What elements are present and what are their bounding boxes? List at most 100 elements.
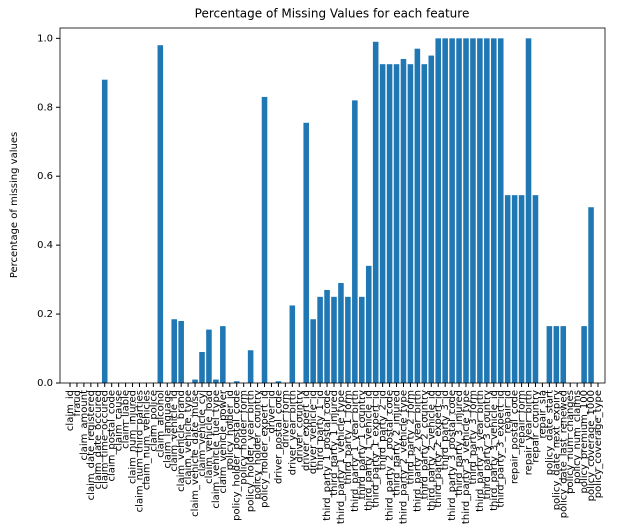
x-tick-label: third_party_3_vehicle_type [461, 390, 472, 524]
bar [192, 379, 198, 383]
x-tick-label: third_party_3_form [468, 390, 479, 484]
x-tick-label: third_party_1_form [343, 390, 354, 484]
bar [317, 296, 323, 383]
x-tick-label: third_party_2_vehicle_id [426, 390, 437, 511]
bar [511, 195, 518, 383]
x-tick-label: claim_num_third_parties [134, 390, 145, 512]
bar [289, 305, 296, 383]
x-tick-label: driver_year_birth [287, 390, 298, 475]
bar [213, 379, 219, 383]
bar [247, 350, 254, 383]
x-tick-label: claim_date_occured [93, 390, 104, 489]
x-tick-label: third_party_3_id [440, 390, 451, 470]
x-tick-label: third_party_1_postal_code [322, 390, 333, 521]
x-tick-label: claim_cause [114, 390, 125, 451]
x-tick-label: repair_sla [537, 390, 548, 439]
x-tick-label: fraud [72, 390, 83, 416]
bar [206, 329, 212, 383]
bar [477, 38, 483, 383]
x-tick-label: third_party_1_country [357, 390, 368, 499]
bar [275, 381, 282, 383]
x-tick-label: claim_vehicle_fuel_type [211, 390, 222, 509]
x-tick-label: third_party_2_postal_code [385, 390, 396, 521]
x-tick-label: claim_vehicle_id [169, 390, 180, 472]
bar [386, 64, 393, 383]
bar [435, 38, 441, 383]
x-tick-label: third_party_3_country [482, 390, 493, 499]
x-tick-label: third_party_1_year_birth [350, 390, 361, 512]
bar [442, 38, 448, 383]
x-tick-label: third_party_1_expert_id [371, 390, 382, 508]
bar [463, 38, 469, 383]
x-tick-label: claim_num_vehicles [141, 390, 152, 490]
bar [101, 79, 108, 383]
bar [449, 38, 455, 383]
y-tick-label: 0.6 [37, 171, 53, 182]
x-tick-label: third_party_1_vehicle_type [336, 390, 347, 524]
x-tick-label: claim_time_occured [100, 390, 111, 489]
x-tick-label: third_party_3_injured [454, 390, 465, 496]
x-tick-label: policy_holder_country [253, 390, 264, 500]
bar [484, 38, 490, 383]
bar [588, 207, 594, 383]
bar [518, 195, 525, 383]
bar [428, 55, 435, 383]
chart-title: Percentage of Missing Values for each fe… [195, 7, 470, 21]
bar [400, 59, 407, 384]
x-tick-label: claim_vehicle_load [204, 390, 215, 484]
x-tick-label: third_party_2_injured [392, 390, 403, 496]
bar [581, 326, 587, 383]
x-tick-label: policy_date_last_renewed [558, 390, 569, 518]
bar [491, 38, 497, 383]
bar [393, 64, 400, 383]
bar [324, 289, 330, 383]
bar [178, 320, 184, 383]
bar [421, 64, 428, 383]
x-tick-label: policy_holder_form [239, 390, 250, 485]
bar [553, 326, 560, 383]
bar [532, 195, 539, 383]
y-tick-label: 0.0 [37, 378, 53, 389]
x-tick-label: policy_holder_postal_code [232, 390, 243, 521]
bar [497, 38, 504, 383]
bar [504, 195, 511, 383]
x-tick-label: third_party_3_postal_code [447, 390, 458, 521]
x-tick-label: repair_country [530, 390, 541, 463]
x-tick-label: driver_form [280, 390, 291, 448]
x-tick-label: third_party_2_id [378, 390, 389, 470]
x-tick-label: third_party_2_country [419, 390, 430, 499]
x-tick-label: third_party_1_vehicle_id [364, 390, 375, 511]
x-tick-label: claim_vehicle_date_inuse [190, 390, 201, 517]
x-tick-label: third_party_2_year_birth [412, 390, 423, 512]
bar [345, 296, 351, 383]
x-tick-label: claim_police [148, 390, 159, 452]
x-tick-label: third_party_3_year_birth [475, 390, 486, 512]
x-tick-label: policy_holder_year_birth [246, 390, 257, 512]
bar [303, 122, 309, 383]
x-tick-label: third_party_1_injured [329, 390, 340, 496]
x-tick-label: claim_id [65, 390, 76, 431]
x-tick-label: repair_form [517, 390, 528, 448]
x-tick-label: third_party_2_form [405, 390, 416, 484]
bar [171, 319, 177, 383]
x-tick-label: policy_coverage_type [593, 390, 604, 498]
x-tick-label: policy_date_next_expiry [551, 390, 562, 510]
bar [157, 45, 164, 384]
bar [546, 326, 553, 383]
bar [310, 319, 316, 383]
x-tick-label: third_party_1_id [315, 390, 326, 470]
y-tick-label: 0.8 [37, 102, 53, 113]
x-tick-label: driver_postal_code [273, 390, 284, 484]
bar [331, 296, 337, 383]
x-tick-label: driver_expert_id [301, 390, 312, 471]
bar [560, 326, 567, 383]
bar [359, 296, 365, 383]
y-tick-label: 0.2 [37, 309, 53, 320]
x-tick-label: third_party_2_vehicle_type [398, 390, 409, 524]
bar [220, 326, 226, 383]
y-tick-label: 0.4 [37, 240, 53, 251]
x-tick-label: policy_num_claims [572, 390, 583, 484]
x-tick-label: driver_vehicle_id [308, 390, 319, 474]
x-tick-label: claim_liable [121, 390, 132, 449]
